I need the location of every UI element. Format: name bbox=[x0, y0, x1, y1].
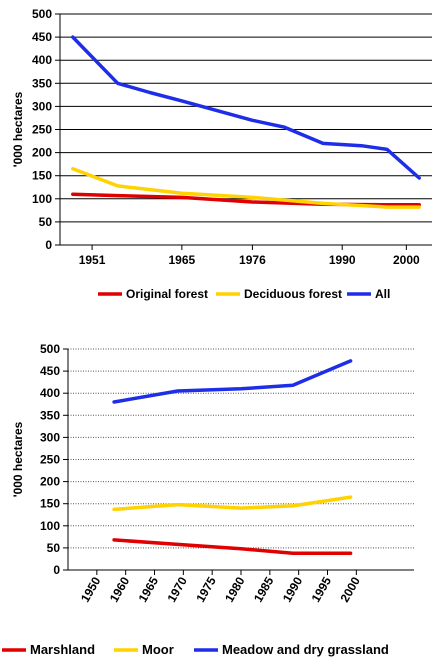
series-line-meadow-and-dry-grassland bbox=[112, 359, 353, 404]
x-tick-label: 1965 bbox=[136, 574, 162, 604]
legend-label: Original forest bbox=[126, 287, 208, 301]
legend-label: Marshland bbox=[30, 642, 95, 657]
y-tick-label: 500 bbox=[32, 7, 52, 21]
series-line-marshland bbox=[112, 538, 353, 555]
y-tick-label: 100 bbox=[40, 519, 60, 533]
x-tick-label: 2000 bbox=[393, 253, 420, 267]
x-tick-label: 1985 bbox=[251, 574, 277, 604]
legend-label: Moor bbox=[142, 642, 174, 657]
y-tick-label: 50 bbox=[39, 215, 53, 229]
y-axis-label: '000 hectares bbox=[11, 421, 25, 497]
series-line-deciduous-forest bbox=[71, 167, 421, 209]
y-tick-label: 400 bbox=[32, 53, 52, 67]
y-tick-label: 450 bbox=[40, 364, 60, 378]
x-tick-label: 2000 bbox=[337, 574, 363, 604]
x-tick-label: 1990 bbox=[280, 574, 306, 604]
y-tick-label: 350 bbox=[40, 408, 60, 422]
x-tick-label: 1951 bbox=[79, 253, 106, 267]
x-tick-label: 1976 bbox=[239, 253, 266, 267]
x-tick-label: 1970 bbox=[164, 574, 190, 604]
x-tick-label: 1990 bbox=[329, 253, 356, 267]
y-tick-label: 200 bbox=[40, 475, 60, 489]
chart-bottom: 0 50 100 150 200 250 300 350 400 450 500 '000 hecta… bbox=[2, 342, 414, 657]
y-tick-label: 450 bbox=[32, 30, 52, 44]
y-tick-label: 400 bbox=[40, 386, 60, 400]
legend-label: All bbox=[375, 287, 390, 301]
y-tick-label: 100 bbox=[32, 192, 52, 206]
y-tick-label: 150 bbox=[32, 169, 52, 183]
x-tick-label: 1950 bbox=[78, 574, 104, 604]
y-axis-label: '000 hectares bbox=[11, 91, 25, 167]
x-tick-label: 1960 bbox=[107, 574, 133, 604]
x-tick-label: 1995 bbox=[309, 574, 335, 604]
series-line-moor bbox=[112, 495, 353, 512]
y-tick-label: 0 bbox=[45, 238, 52, 252]
y-tick-label: 250 bbox=[40, 453, 60, 467]
y-tick-label: 0 bbox=[53, 563, 60, 577]
y-tick-label: 150 bbox=[40, 497, 60, 511]
legend-label: Meadow and dry grassland bbox=[222, 642, 389, 657]
x-tick-label: 1980 bbox=[222, 574, 248, 604]
y-tick-label: 500 bbox=[40, 342, 60, 356]
y-tick-label: 200 bbox=[32, 146, 52, 160]
y-tick-label: 250 bbox=[32, 123, 52, 137]
y-tick-label: 350 bbox=[32, 76, 52, 90]
chart-top: 0 50 100 150 200 250 300 350 400 450 500 '000 hecta… bbox=[11, 7, 432, 301]
series-line-all bbox=[71, 35, 421, 180]
y-tick-label: 300 bbox=[32, 99, 52, 113]
x-tick-label: 1975 bbox=[193, 574, 219, 604]
x-tick-label: 1965 bbox=[169, 253, 196, 267]
series-line-original-forest bbox=[71, 192, 421, 207]
y-tick-label: 300 bbox=[40, 430, 60, 444]
y-tick-label: 50 bbox=[47, 541, 61, 555]
legend-label: Deciduous forest bbox=[244, 287, 342, 301]
